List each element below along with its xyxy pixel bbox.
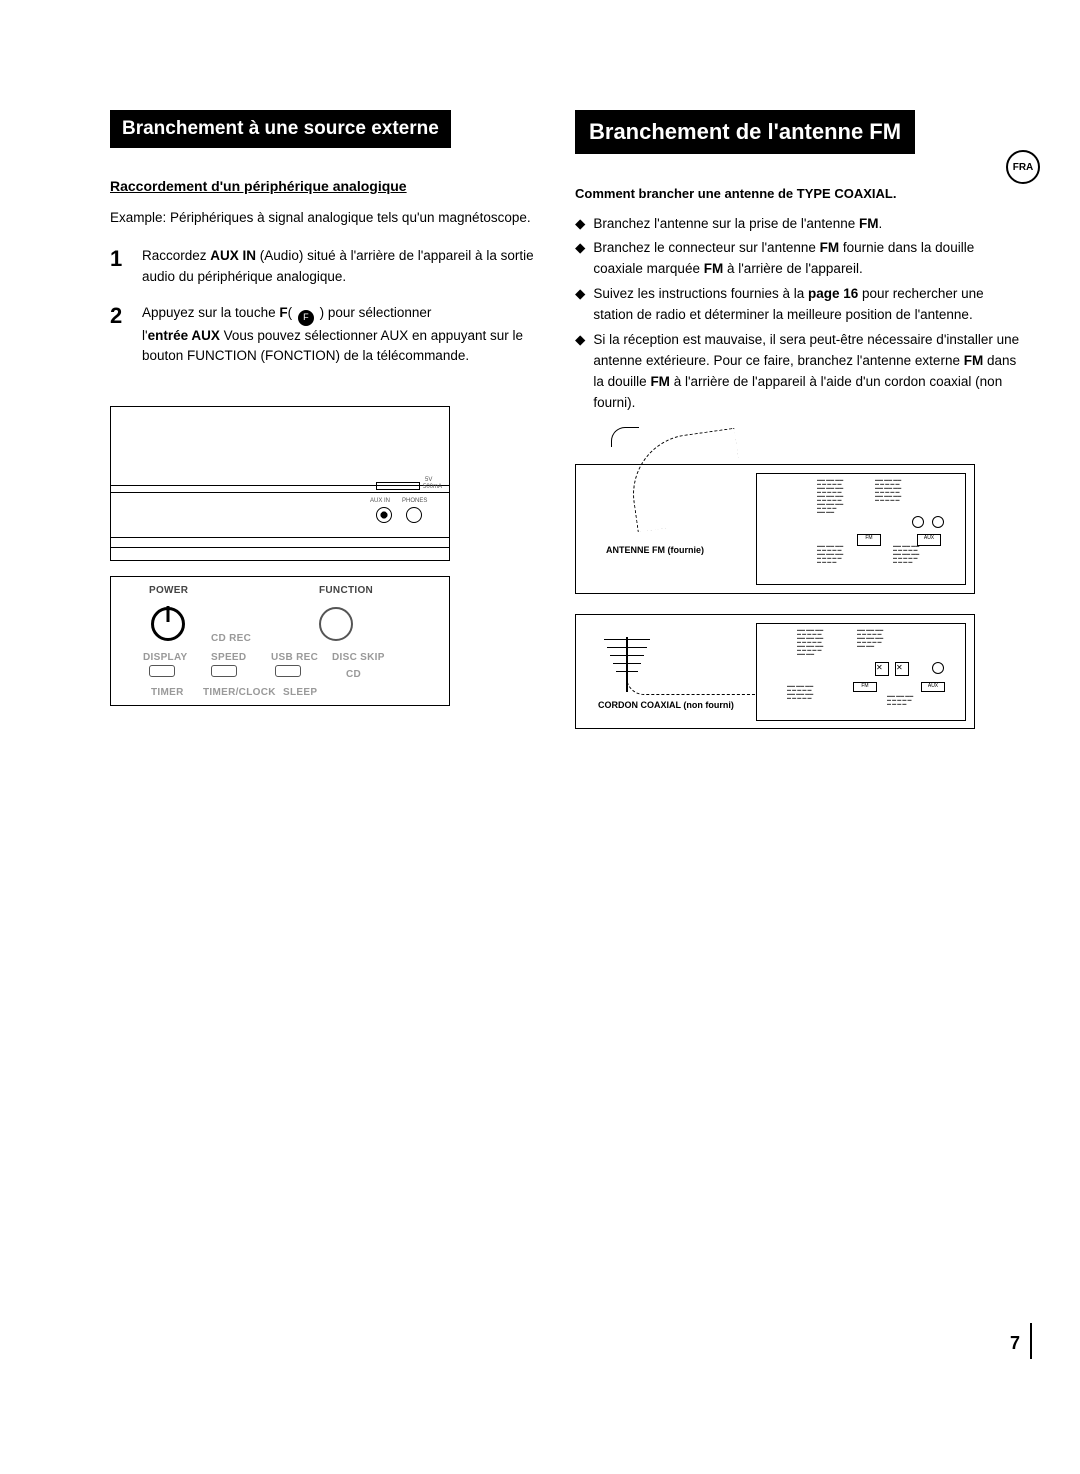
label-ma: 500mA (423, 484, 442, 490)
aux-jack-icon (376, 507, 392, 523)
rotate-arrow-icon (611, 427, 639, 447)
subheading-analog: Raccordement d'un périphérique analogiqu… (110, 178, 555, 194)
diamond-icon: ◆ (575, 214, 585, 235)
function-button-icon (319, 607, 353, 641)
antenna-wire-icon (625, 428, 746, 532)
t: AUX IN (210, 248, 256, 263)
coax-wire-icon (626, 670, 756, 695)
t: à l'arrière de l'appareil. (723, 261, 862, 276)
left-column: Branchement à une source externe Raccord… (110, 110, 555, 729)
device-top-diagram: 5V 500mA AUX IN PHONES (110, 406, 450, 561)
t: F (279, 305, 287, 320)
label-timerclock: TIMER/CLOCK (203, 687, 276, 698)
remote-button-icon (275, 665, 301, 677)
label-antenne-fm: ANTENNE FM (fournie) (606, 545, 704, 555)
right-column: Branchement de l'antenne FM Comment bran… (575, 110, 1020, 729)
t: FM (964, 353, 984, 368)
back-panel-icon: ▬▬ ▬▬ ▬▬▬ ▬ ▬ ▬ ▬▬▬ ▬▬ ▬▬▬ ▬ ▬ ▬ ▬▬▬ ▬▬ … (756, 623, 966, 721)
back-panel-icon: ▬▬ ▬▬ ▬▬▬ ▬ ▬ ▬ ▬▬▬ ▬▬ ▬▬▬ ▬ ▬ ▬ ▬▬▬ ▬▬ … (756, 473, 966, 585)
antenna-diagram-coax: ▬▬ ▬▬ ▬▬▬ ▬ ▬ ▬ ▬▬▬ ▬▬ ▬▬▬ ▬ ▬ ▬ ▬▬▬ ▬▬ … (575, 614, 975, 729)
label-usbrec: USB REC (271, 652, 318, 663)
t: FM (859, 216, 879, 231)
subtitle-right: Comment brancher une antenne de TYPE COA… (575, 184, 1020, 204)
page-number: 7 (1010, 1333, 1020, 1354)
section-header-left: Branchement à une source externe (110, 110, 451, 148)
bullet-list: ◆ Branchez l'antenne sur la prise de l'a… (575, 214, 1020, 414)
remote-button-icon (149, 665, 175, 677)
jack-icon (932, 662, 944, 674)
remote-diagram: POWER FUNCTION CD REC DISPLAY SPEED USB … (110, 576, 450, 706)
label-timer: TIMER (151, 687, 184, 698)
t: Branchez le connecteur sur l'antenne (593, 240, 819, 255)
power-icon (151, 607, 185, 641)
t: Branchez l'antenne sur la prise de l'ant… (593, 216, 859, 231)
function-icon: F (298, 310, 314, 326)
language-badge: FRA (1006, 150, 1040, 184)
diamond-icon: ◆ (575, 238, 585, 280)
fm-jack-icon (912, 516, 924, 528)
page-content: Branchement à une source externe Raccord… (110, 110, 1020, 729)
t: Si la réception est mauvaise, il sera pe… (593, 332, 1019, 368)
t: entrée AUX (148, 328, 220, 343)
label-function: FUNCTION (319, 585, 373, 596)
t: ( (288, 305, 296, 320)
t: FM (650, 374, 670, 389)
bullet-item: ◆ Suivez les instructions fournies à la … (575, 284, 1020, 326)
label-cordon-coaxial: CORDON COAXIAL (non fourni) (598, 700, 734, 710)
step-2: 2 Appuyez sur la touche F( F ) pour séle… (110, 303, 555, 366)
diamond-icon: ◆ (575, 284, 585, 326)
bullet-item: ◆ Branchez l'antenne sur la prise de l'a… (575, 214, 1020, 235)
label-sleep: SLEEP (283, 687, 317, 698)
bullet-item: ◆ Si la réception est mauvaise, il sera … (575, 330, 1020, 414)
label-5v: 5V (425, 477, 432, 483)
t: Raccordez (142, 248, 210, 263)
usb-port-icon (376, 482, 420, 490)
t: page 16 (808, 286, 858, 301)
example-text: Example: Périphériques à signal analogiq… (110, 208, 555, 228)
label-cd: CD (346, 669, 361, 680)
label-aux: AUX IN (370, 498, 390, 504)
step-1: 1 Raccordez AUX IN (Audio) situé à l'arr… (110, 246, 555, 287)
label-discskip: DISC SKIP (332, 652, 385, 663)
remote-button-icon (211, 665, 237, 677)
label-speed: SPEED (211, 652, 246, 663)
label-power: POWER (149, 585, 188, 596)
step-number: 2 (110, 303, 132, 366)
t: . (878, 216, 882, 231)
diamond-icon: ◆ (575, 330, 585, 414)
label-cdrec: CD REC (211, 633, 251, 644)
step-text: Raccordez AUX IN (Audio) situé à l'arriè… (142, 246, 555, 287)
t: FM (820, 240, 840, 255)
step-number: 1 (110, 246, 132, 287)
label-display: DISPLAY (143, 652, 188, 663)
section-header-right: Branchement de l'antenne FM (575, 110, 915, 154)
t: ) pour sélectionner (316, 305, 432, 320)
phones-jack-icon (406, 507, 422, 523)
t: Appuyez sur la touche (142, 305, 279, 320)
jack-icon (932, 516, 944, 528)
t: Suivez les instructions fournies à la (593, 286, 808, 301)
t: FM (704, 261, 724, 276)
bullet-item: ◆ Branchez le connecteur sur l'antenne F… (575, 238, 1020, 280)
step-text: Appuyez sur la touche F( F ) pour sélect… (142, 303, 555, 366)
label-phones: PHONES (402, 498, 427, 504)
antenna-diagram-supplied: ▬▬ ▬▬ ▬▬▬ ▬ ▬ ▬ ▬▬▬ ▬▬ ▬▬▬ ▬ ▬ ▬ ▬▬▬ ▬▬ … (575, 464, 975, 594)
